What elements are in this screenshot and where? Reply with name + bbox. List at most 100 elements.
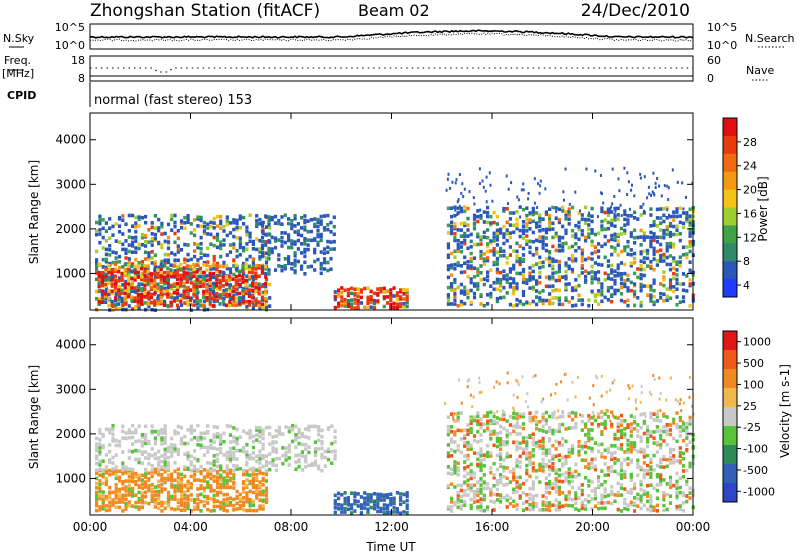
data-cell xyxy=(453,485,457,489)
data-cell xyxy=(541,436,545,441)
data-cell xyxy=(303,272,307,276)
data-cell xyxy=(642,472,646,476)
data-cell xyxy=(590,489,594,493)
data-cell xyxy=(232,480,236,485)
data-cell xyxy=(538,219,542,224)
data-cell xyxy=(507,187,510,191)
data-cell xyxy=(512,393,515,397)
data-cell xyxy=(600,493,604,498)
data-cell xyxy=(623,248,627,253)
data-cell xyxy=(469,264,473,268)
data-cell xyxy=(193,474,197,479)
data-cell xyxy=(541,260,545,265)
data-cell xyxy=(555,382,558,386)
data-cell xyxy=(160,487,164,491)
data-cell xyxy=(535,262,539,266)
data-cell xyxy=(564,263,568,268)
data-cell xyxy=(492,484,496,488)
data-cell xyxy=(495,479,499,483)
data-cell xyxy=(104,427,108,432)
data-cell xyxy=(218,270,222,274)
data-cell xyxy=(294,445,298,449)
data-cell xyxy=(538,428,542,432)
data-cell xyxy=(675,273,679,277)
data-cell xyxy=(280,231,284,235)
data-cell xyxy=(399,297,403,301)
data-cell xyxy=(193,218,197,222)
data-cell xyxy=(222,508,226,512)
data-cell xyxy=(136,299,140,304)
data-cell xyxy=(137,242,141,247)
data-cell xyxy=(656,409,659,413)
data-cell xyxy=(111,471,115,476)
data-cell xyxy=(557,263,561,268)
data-cell xyxy=(619,509,624,513)
data-cell xyxy=(242,469,246,473)
data-cell xyxy=(659,433,663,438)
data-cell xyxy=(206,253,210,258)
data-cell xyxy=(206,246,210,250)
data-cell xyxy=(121,480,125,484)
data-cell xyxy=(482,508,486,513)
data-cell xyxy=(616,217,620,222)
data-cell xyxy=(303,220,307,225)
data-cell xyxy=(628,207,631,211)
data-cell xyxy=(544,298,548,303)
data-cell xyxy=(629,422,633,426)
data-cell xyxy=(176,488,180,493)
data-cell xyxy=(600,244,604,249)
data-cell xyxy=(140,478,144,482)
data-cell xyxy=(685,213,689,218)
data-cell xyxy=(642,284,646,288)
data-cell xyxy=(244,289,248,293)
data-cell xyxy=(202,504,206,508)
data-cell xyxy=(544,236,548,240)
data-cell xyxy=(258,492,262,497)
data-cell xyxy=(104,296,108,301)
data-cell xyxy=(675,425,679,430)
data-cell xyxy=(635,407,638,411)
data-cell xyxy=(603,295,607,300)
data-cell xyxy=(551,205,555,210)
data-cell xyxy=(636,296,640,300)
data-cell xyxy=(535,279,539,283)
data-cell xyxy=(633,447,637,451)
data-cell xyxy=(353,306,357,310)
data-cell xyxy=(492,508,496,512)
data-cell xyxy=(124,493,128,498)
data-cell xyxy=(623,450,627,454)
data-cell xyxy=(98,450,102,454)
data-cell xyxy=(649,465,653,469)
data-cell xyxy=(603,422,607,427)
data-cell xyxy=(537,182,540,186)
data-cell xyxy=(633,509,637,513)
data-cell xyxy=(159,299,163,304)
data-cell xyxy=(636,504,640,508)
data-cell xyxy=(153,498,157,502)
data-cell xyxy=(636,492,640,497)
data-cell xyxy=(369,505,373,510)
data-cell xyxy=(117,265,122,270)
data-cell xyxy=(538,235,542,239)
data-cell xyxy=(554,476,558,481)
data-cell xyxy=(636,465,640,469)
data-cell xyxy=(456,466,460,470)
data-cell xyxy=(144,424,148,429)
data-cell xyxy=(584,269,588,274)
data-cell xyxy=(626,423,630,427)
data-cell xyxy=(626,278,630,282)
data-cell xyxy=(162,270,167,275)
data-cell xyxy=(450,509,454,513)
data-cell xyxy=(297,464,301,469)
data-cell xyxy=(453,221,457,226)
data-cell xyxy=(170,436,174,441)
data-cell xyxy=(521,224,526,228)
data-cell xyxy=(179,489,184,494)
data-cell xyxy=(528,227,532,231)
data-cell xyxy=(238,448,242,453)
data-cell xyxy=(224,279,229,283)
data-cell xyxy=(211,289,216,294)
data-cell xyxy=(597,506,601,511)
velocity-colorbar-label: Velocity [m s-1] xyxy=(778,364,792,458)
data-cell xyxy=(463,255,467,260)
